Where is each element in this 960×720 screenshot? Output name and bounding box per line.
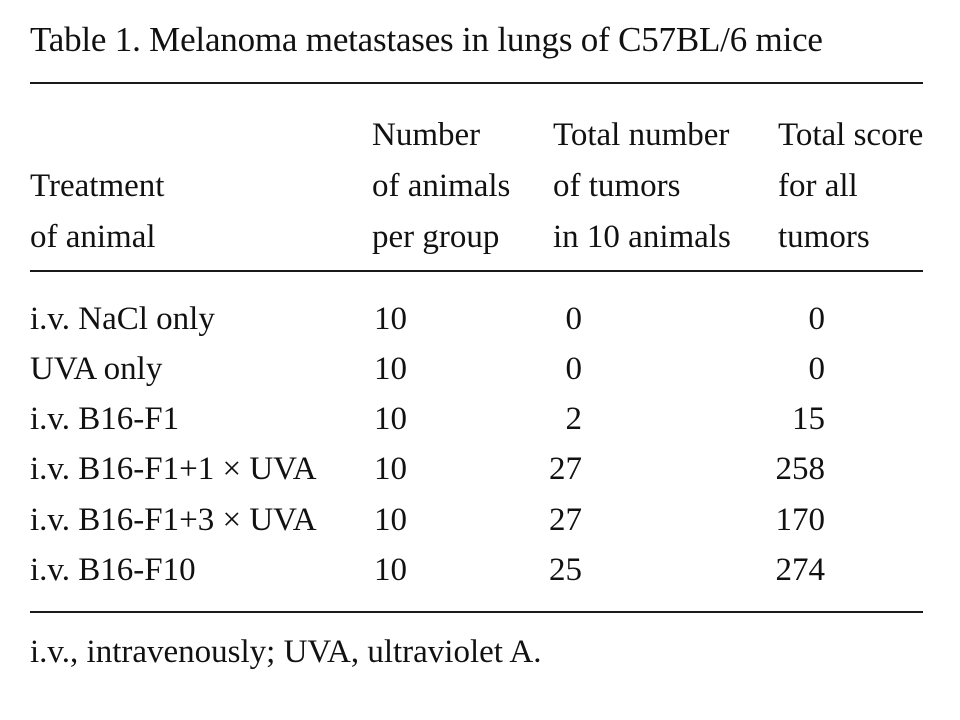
table-row: i.v. B16-F1+3 × UVA 10 27 170	[0, 495, 960, 545]
header-score-line-1: Total score	[778, 117, 924, 153]
header-animals-line-1: Number	[372, 117, 481, 153]
table-row: i.v. B16-F10 10 25 274	[0, 545, 960, 595]
table-footnote: i.v., intravenously; UVA, ultraviolet A.	[30, 634, 542, 670]
top-rule	[30, 82, 923, 84]
header-score: Total score for all tumors	[778, 110, 923, 263]
cell-tumors: 27	[549, 451, 582, 487]
header-treatment: Treatment of animal	[30, 161, 164, 263]
header-score-line-3: tumors	[778, 219, 870, 255]
cell-animals: 10	[374, 451, 407, 487]
cell-animals: 10	[374, 401, 407, 437]
header-tumors-line-3: in 10 animals	[553, 219, 731, 255]
cell-animals: 10	[374, 301, 407, 337]
header-tumors: Total number of tumors in 10 animals	[553, 110, 731, 263]
bottom-rule	[30, 611, 923, 613]
cell-treatment: i.v. B16-F1+3 × UVA	[30, 502, 317, 538]
table-row: i.v. B16-F1 10 2 15	[0, 394, 960, 444]
cell-animals: 10	[374, 502, 407, 538]
header-animals: Number of animals per group	[372, 110, 510, 263]
cell-animals: 10	[374, 552, 407, 588]
header-tumors-line-2: of tumors	[553, 168, 681, 204]
cell-score: 170	[775, 502, 826, 538]
header-rule	[30, 270, 923, 272]
cell-score: 15	[792, 401, 825, 437]
cell-treatment: i.v. B16-F1+1 × UVA	[30, 451, 317, 487]
cell-treatment: i.v. B16-F10	[30, 552, 196, 588]
cell-score: 258	[775, 451, 826, 487]
cell-animals: 10	[374, 351, 407, 387]
table-row: UVA only 10 0 0	[0, 344, 960, 394]
header-score-line-2: for all	[778, 168, 858, 204]
header-treatment-line-1: Treatment	[30, 168, 165, 204]
cell-treatment: i.v. NaCl only	[30, 301, 215, 337]
cell-tumors: 27	[549, 502, 582, 538]
cell-treatment: i.v. B16-F1	[30, 401, 180, 437]
cell-tumors: 2	[565, 401, 583, 437]
cell-score: 0	[808, 351, 826, 387]
table-row: i.v. NaCl only 10 0 0	[0, 294, 960, 344]
cell-score: 0	[808, 301, 826, 337]
cell-tumors: 0	[565, 301, 583, 337]
header-animals-line-3: per group	[372, 219, 500, 255]
header-animals-line-2: of animals	[372, 168, 511, 204]
header-tumors-line-1: Total number	[553, 117, 730, 153]
cell-tumors: 25	[549, 552, 582, 588]
table-caption: Table 1. Melanoma metastases in lungs of…	[30, 20, 823, 59]
table-row: i.v. B16-F1+1 × UVA 10 27 258	[0, 444, 960, 494]
cell-tumors: 0	[565, 351, 583, 387]
header-treatment-line-2: of animal	[30, 219, 156, 255]
cell-score: 274	[775, 552, 826, 588]
cell-treatment: UVA only	[30, 351, 163, 387]
